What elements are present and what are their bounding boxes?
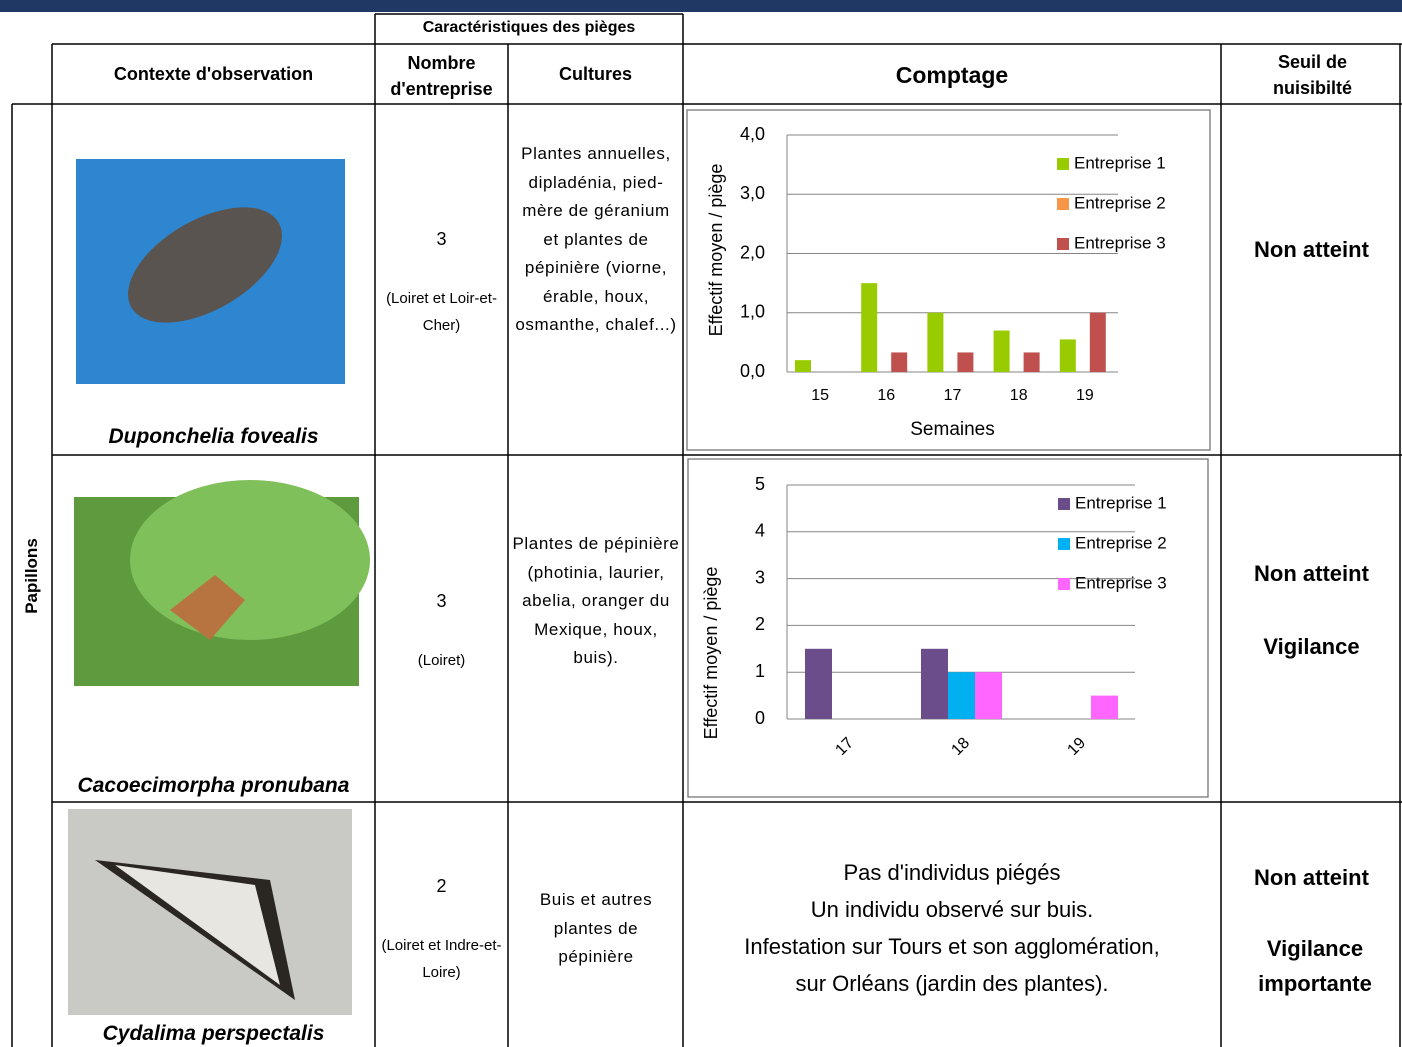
bar xyxy=(1023,352,1040,372)
legend-label: Entreprise 1 xyxy=(1075,493,1167,512)
bar xyxy=(948,672,975,719)
x-tick-label: 17 xyxy=(832,734,857,759)
cultures: Buis et autres plantes de pépinière xyxy=(539,890,653,966)
threshold: Non atteint xyxy=(1254,237,1369,262)
bar xyxy=(993,330,1010,372)
y-tick-label: 2,0 xyxy=(740,242,765,262)
column-header: Comptage xyxy=(895,62,1009,88)
legend-swatch xyxy=(1058,578,1070,590)
row-group: Papillons xyxy=(22,538,41,614)
chart: 0 1 2 3 4 5 17 18 19 Entreprise 1 Entreprise 2 Entr… xyxy=(701,474,1167,759)
x-tick-label: 15 xyxy=(811,387,829,404)
chart: 0,0 1,0 2,0 3,0 4,0 15 16 17 18 19 Entreprise 1 Ent… xyxy=(706,124,1166,440)
photo xyxy=(74,480,370,686)
bar xyxy=(927,312,944,372)
y-axis-label: Effectif moyen / piège xyxy=(701,567,721,740)
bar xyxy=(957,352,974,372)
threshold: Non atteint xyxy=(1254,561,1369,586)
y-tick-label: 1 xyxy=(755,661,765,681)
chart-frame xyxy=(686,109,1211,451)
threshold: Vigilance xyxy=(1263,634,1360,659)
bar xyxy=(891,352,908,372)
column-header: Contexte d'observation xyxy=(113,64,314,84)
bar xyxy=(861,283,878,372)
bar xyxy=(921,648,948,719)
species: Cydalima perspectalis xyxy=(102,1022,325,1045)
y-tick-label: 3 xyxy=(755,567,765,587)
x-tick-label: 19 xyxy=(1076,387,1094,404)
cultures: Plantes de pépinière (photinia, laurier,… xyxy=(512,534,680,667)
x-axis-label: Semaines xyxy=(910,419,995,440)
y-tick-label: 1,0 xyxy=(740,302,765,322)
legend-label: Entreprise 3 xyxy=(1074,233,1166,252)
bar xyxy=(1091,695,1118,719)
legend-swatch xyxy=(1058,538,1070,550)
note: Infestation sur Tours et son agglomérati… xyxy=(744,934,1160,959)
group-header: Caractéristiques des pièges xyxy=(422,19,636,36)
top-bar xyxy=(0,0,1402,12)
regions: (Loiret et Loir-et-Cher) xyxy=(386,290,497,334)
bar xyxy=(795,360,811,372)
legend-label: Entreprise 1 xyxy=(1074,153,1166,172)
species: Duponchelia fovealis xyxy=(108,425,319,448)
cultures: Plantes annuelles, dipladénia, pied-mère… xyxy=(515,144,677,334)
count: 3 xyxy=(436,591,447,611)
bar xyxy=(1089,312,1106,372)
y-tick-label: 2 xyxy=(755,614,765,634)
threshold: Non atteint xyxy=(1254,865,1369,890)
y-tick-label: 3,0 xyxy=(740,183,765,203)
legend-label: Entreprise 2 xyxy=(1074,193,1166,212)
note: sur Orléans (jardin des plantes). xyxy=(795,971,1109,996)
y-tick-label: 4 xyxy=(755,521,765,541)
photo xyxy=(76,159,345,384)
legend-swatch xyxy=(1057,158,1069,170)
x-tick-label: 18 xyxy=(948,734,973,759)
legend-label: Entreprise 2 xyxy=(1075,533,1167,552)
column-header: Seuil de nuisibilté xyxy=(1272,52,1352,98)
photo xyxy=(68,809,352,1015)
note: Un individu observé sur buis. xyxy=(810,897,1094,922)
legend-label: Entreprise 3 xyxy=(1075,573,1167,592)
count: 2 xyxy=(436,876,447,896)
bar xyxy=(805,648,832,719)
y-axis-label: Effectif moyen / piège xyxy=(706,164,726,337)
bar xyxy=(975,672,1002,719)
x-tick-label: 17 xyxy=(944,387,962,404)
column-header: Cultures xyxy=(558,64,632,84)
y-tick-label: 4,0 xyxy=(740,124,765,144)
y-tick-label: 5 xyxy=(755,474,765,494)
y-tick-label: 0 xyxy=(755,708,765,728)
chart-frame xyxy=(687,458,1209,798)
legend-swatch xyxy=(1057,198,1069,210)
y-tick-label: 0,0 xyxy=(740,361,765,381)
note: Pas d'individus piégés xyxy=(843,860,1061,885)
regions: (Loiret) xyxy=(417,652,466,669)
table-lines xyxy=(11,13,1402,1047)
x-tick-label: 19 xyxy=(1064,734,1089,759)
regions: (Loiret et Indre-et-Loire) xyxy=(381,937,502,981)
column-header: Nombre d'entreprise xyxy=(390,53,493,99)
legend-swatch xyxy=(1057,238,1069,250)
threshold: Vigilance importante xyxy=(1258,936,1372,996)
count: 3 xyxy=(436,229,447,249)
species: Cacoecimorpha pronubana xyxy=(77,774,350,797)
x-tick-label: 18 xyxy=(1010,387,1028,404)
bar xyxy=(1059,339,1076,372)
legend-swatch xyxy=(1058,498,1070,510)
x-tick-label: 16 xyxy=(877,387,895,404)
